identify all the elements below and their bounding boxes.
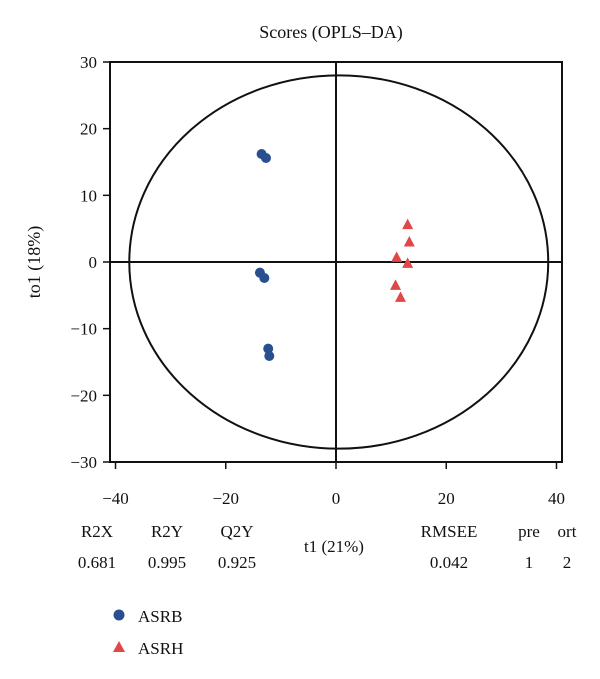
asrh-point <box>394 291 406 302</box>
stat-label: ort <box>557 522 577 541</box>
x-tick-label: 0 <box>332 489 341 508</box>
stat-value: 0.042 <box>429 553 469 572</box>
stat-value: 0.995 <box>147 553 187 572</box>
stat-value: 0.925 <box>217 553 257 572</box>
y-tick-label: 0 <box>89 253 98 272</box>
stat-ort: ort 2 <box>547 516 587 578</box>
asrb-point <box>259 273 270 283</box>
y-tick-label: 20 <box>80 120 97 139</box>
asrh-point <box>390 279 402 290</box>
chart-title: Scores (OPLS–DA) <box>259 22 403 43</box>
stat-label: RMSEE <box>420 522 478 541</box>
x-tick-label: 20 <box>438 489 455 508</box>
asrb-point <box>263 343 274 354</box>
asrh-point <box>403 236 415 247</box>
y-axis-label: to1 (18%) <box>24 226 45 298</box>
asrb-point <box>260 153 271 163</box>
triangle-marker-icon <box>112 639 138 659</box>
y-tick-label: −10 <box>70 320 97 339</box>
circle-marker-icon <box>112 607 138 627</box>
legend-label: ASRH <box>138 639 184 658</box>
stat-value: 1 <box>524 553 534 572</box>
stat-label: R2Y <box>150 522 184 541</box>
y-tick-label: −20 <box>70 386 97 405</box>
data-points <box>254 149 415 361</box>
asrh-point <box>391 251 403 262</box>
stat-label: R2X <box>80 522 114 541</box>
x-tick-label: 40 <box>548 489 565 508</box>
stat-q2y: Q2Y 0.925 <box>202 516 272 578</box>
x-tick-label: −20 <box>212 489 239 508</box>
x-tick-label: −40 <box>102 489 129 508</box>
y-tick-label: 30 <box>80 53 97 72</box>
stat-value: 2 <box>562 553 572 572</box>
stat-r2x: R2X 0.681 <box>62 516 132 578</box>
y-tick-label: 10 <box>80 186 97 205</box>
legend-entry-asrb: ASRB <box>112 607 182 627</box>
asrh-point <box>402 218 414 230</box>
stat-rmsee: RMSEE 0.042 <box>404 516 494 578</box>
stat-label: Q2Y <box>220 522 254 541</box>
y-tick-label: −30 <box>70 453 97 472</box>
stat-r2y: R2Y 0.995 <box>132 516 202 578</box>
asrh-point <box>402 257 414 268</box>
legend-label: ASRB <box>138 607 183 626</box>
legend-entry-asrh: ASRH <box>112 639 183 659</box>
asrb-point <box>264 351 275 361</box>
x-axis-label: t1 (21%) <box>304 537 364 556</box>
axis-ticks: −40 −20 0 20 40 30 20 10 0 −10 −20 −30 <box>70 53 565 508</box>
stat-label: pre <box>518 522 540 541</box>
stat-pre: pre 1 <box>509 516 549 578</box>
stat-value: 0.681 <box>77 553 117 572</box>
